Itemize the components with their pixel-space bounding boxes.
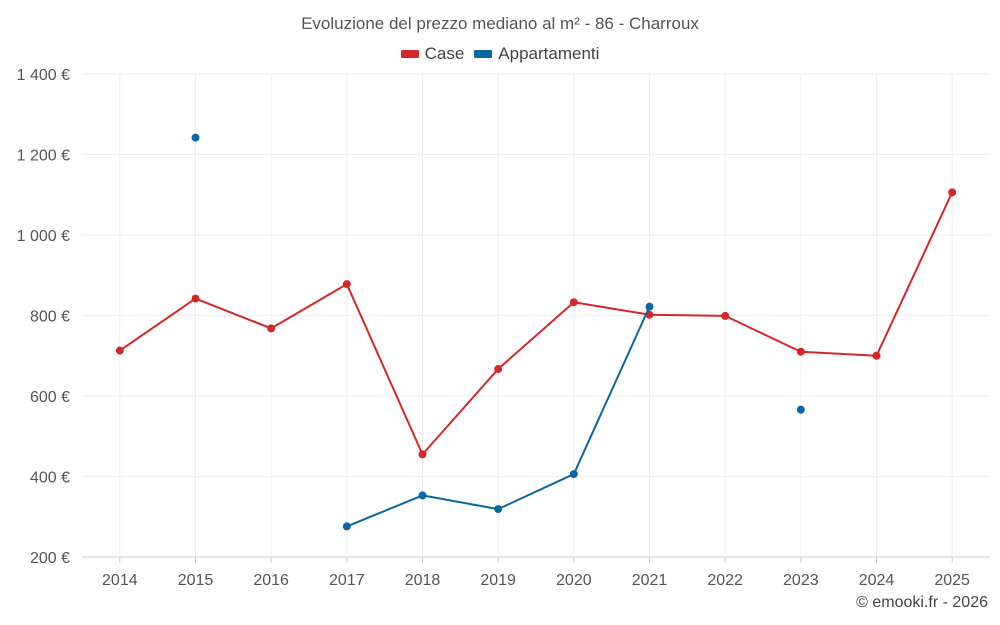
credit-text: © emooki.fr - 2026 [856, 594, 988, 611]
data-point-case [418, 450, 427, 459]
x-tick-label: 2016 [253, 572, 289, 589]
y-tick-label: 800 € [30, 309, 70, 326]
x-tick-label: 2017 [329, 572, 365, 589]
data-point-appartamenti [191, 133, 200, 142]
legend-label-case: Case [424, 44, 465, 63]
legend-swatch-case [400, 50, 419, 58]
legend-swatch-appartamenti [474, 50, 493, 58]
x-tick-label: 2019 [480, 572, 516, 589]
data-point-case [191, 294, 200, 303]
data-point-appartamenti [796, 405, 805, 414]
data-point-case [796, 347, 805, 356]
x-tick-label: 2020 [556, 572, 592, 589]
x-tick-label: 2025 [934, 572, 970, 589]
data-point-case [569, 298, 578, 307]
data-point-appartamenti [569, 470, 578, 479]
y-tick-label: 1 000 € [17, 228, 70, 245]
x-tick-label: 2014 [102, 572, 138, 589]
data-point-case [342, 280, 351, 289]
data-point-appartamenti [342, 522, 351, 531]
legend-label-appartamenti: Appartamenti [498, 44, 600, 63]
data-point-case [267, 324, 276, 333]
y-tick-label: 200 € [30, 550, 70, 567]
x-tick-label: 2022 [707, 572, 743, 589]
y-tick-label: 1 400 € [17, 67, 70, 84]
data-point-case [721, 311, 730, 320]
series-line-case [119, 191, 954, 456]
x-tick-label: 2015 [178, 572, 214, 589]
data-point-appartamenti [645, 302, 654, 311]
x-tick-label: 2021 [632, 572, 668, 589]
y-tick-label: 600 € [30, 389, 70, 406]
data-point-case [948, 188, 957, 197]
x-tick-label: 2024 [859, 572, 895, 589]
data-point-appartamenti [494, 505, 503, 514]
data-point-appartamenti [418, 491, 427, 500]
x-tick-label: 2018 [405, 572, 441, 589]
data-point-case [115, 346, 124, 355]
legend-item-appartamenti[interactable]: Appartamenti [474, 44, 599, 64]
data-point-case [494, 365, 503, 374]
chart-title: Evoluzione del prezzo mediano al m² - 86… [301, 14, 699, 33]
y-tick-label: 400 € [30, 470, 70, 487]
y-tick-label: 1 200 € [17, 148, 70, 165]
legend-item-case[interactable]: Case [400, 44, 465, 64]
x-tick-label: 2023 [783, 572, 819, 589]
data-point-case [872, 351, 881, 360]
legend: Case Appartamenti [0, 44, 1000, 64]
